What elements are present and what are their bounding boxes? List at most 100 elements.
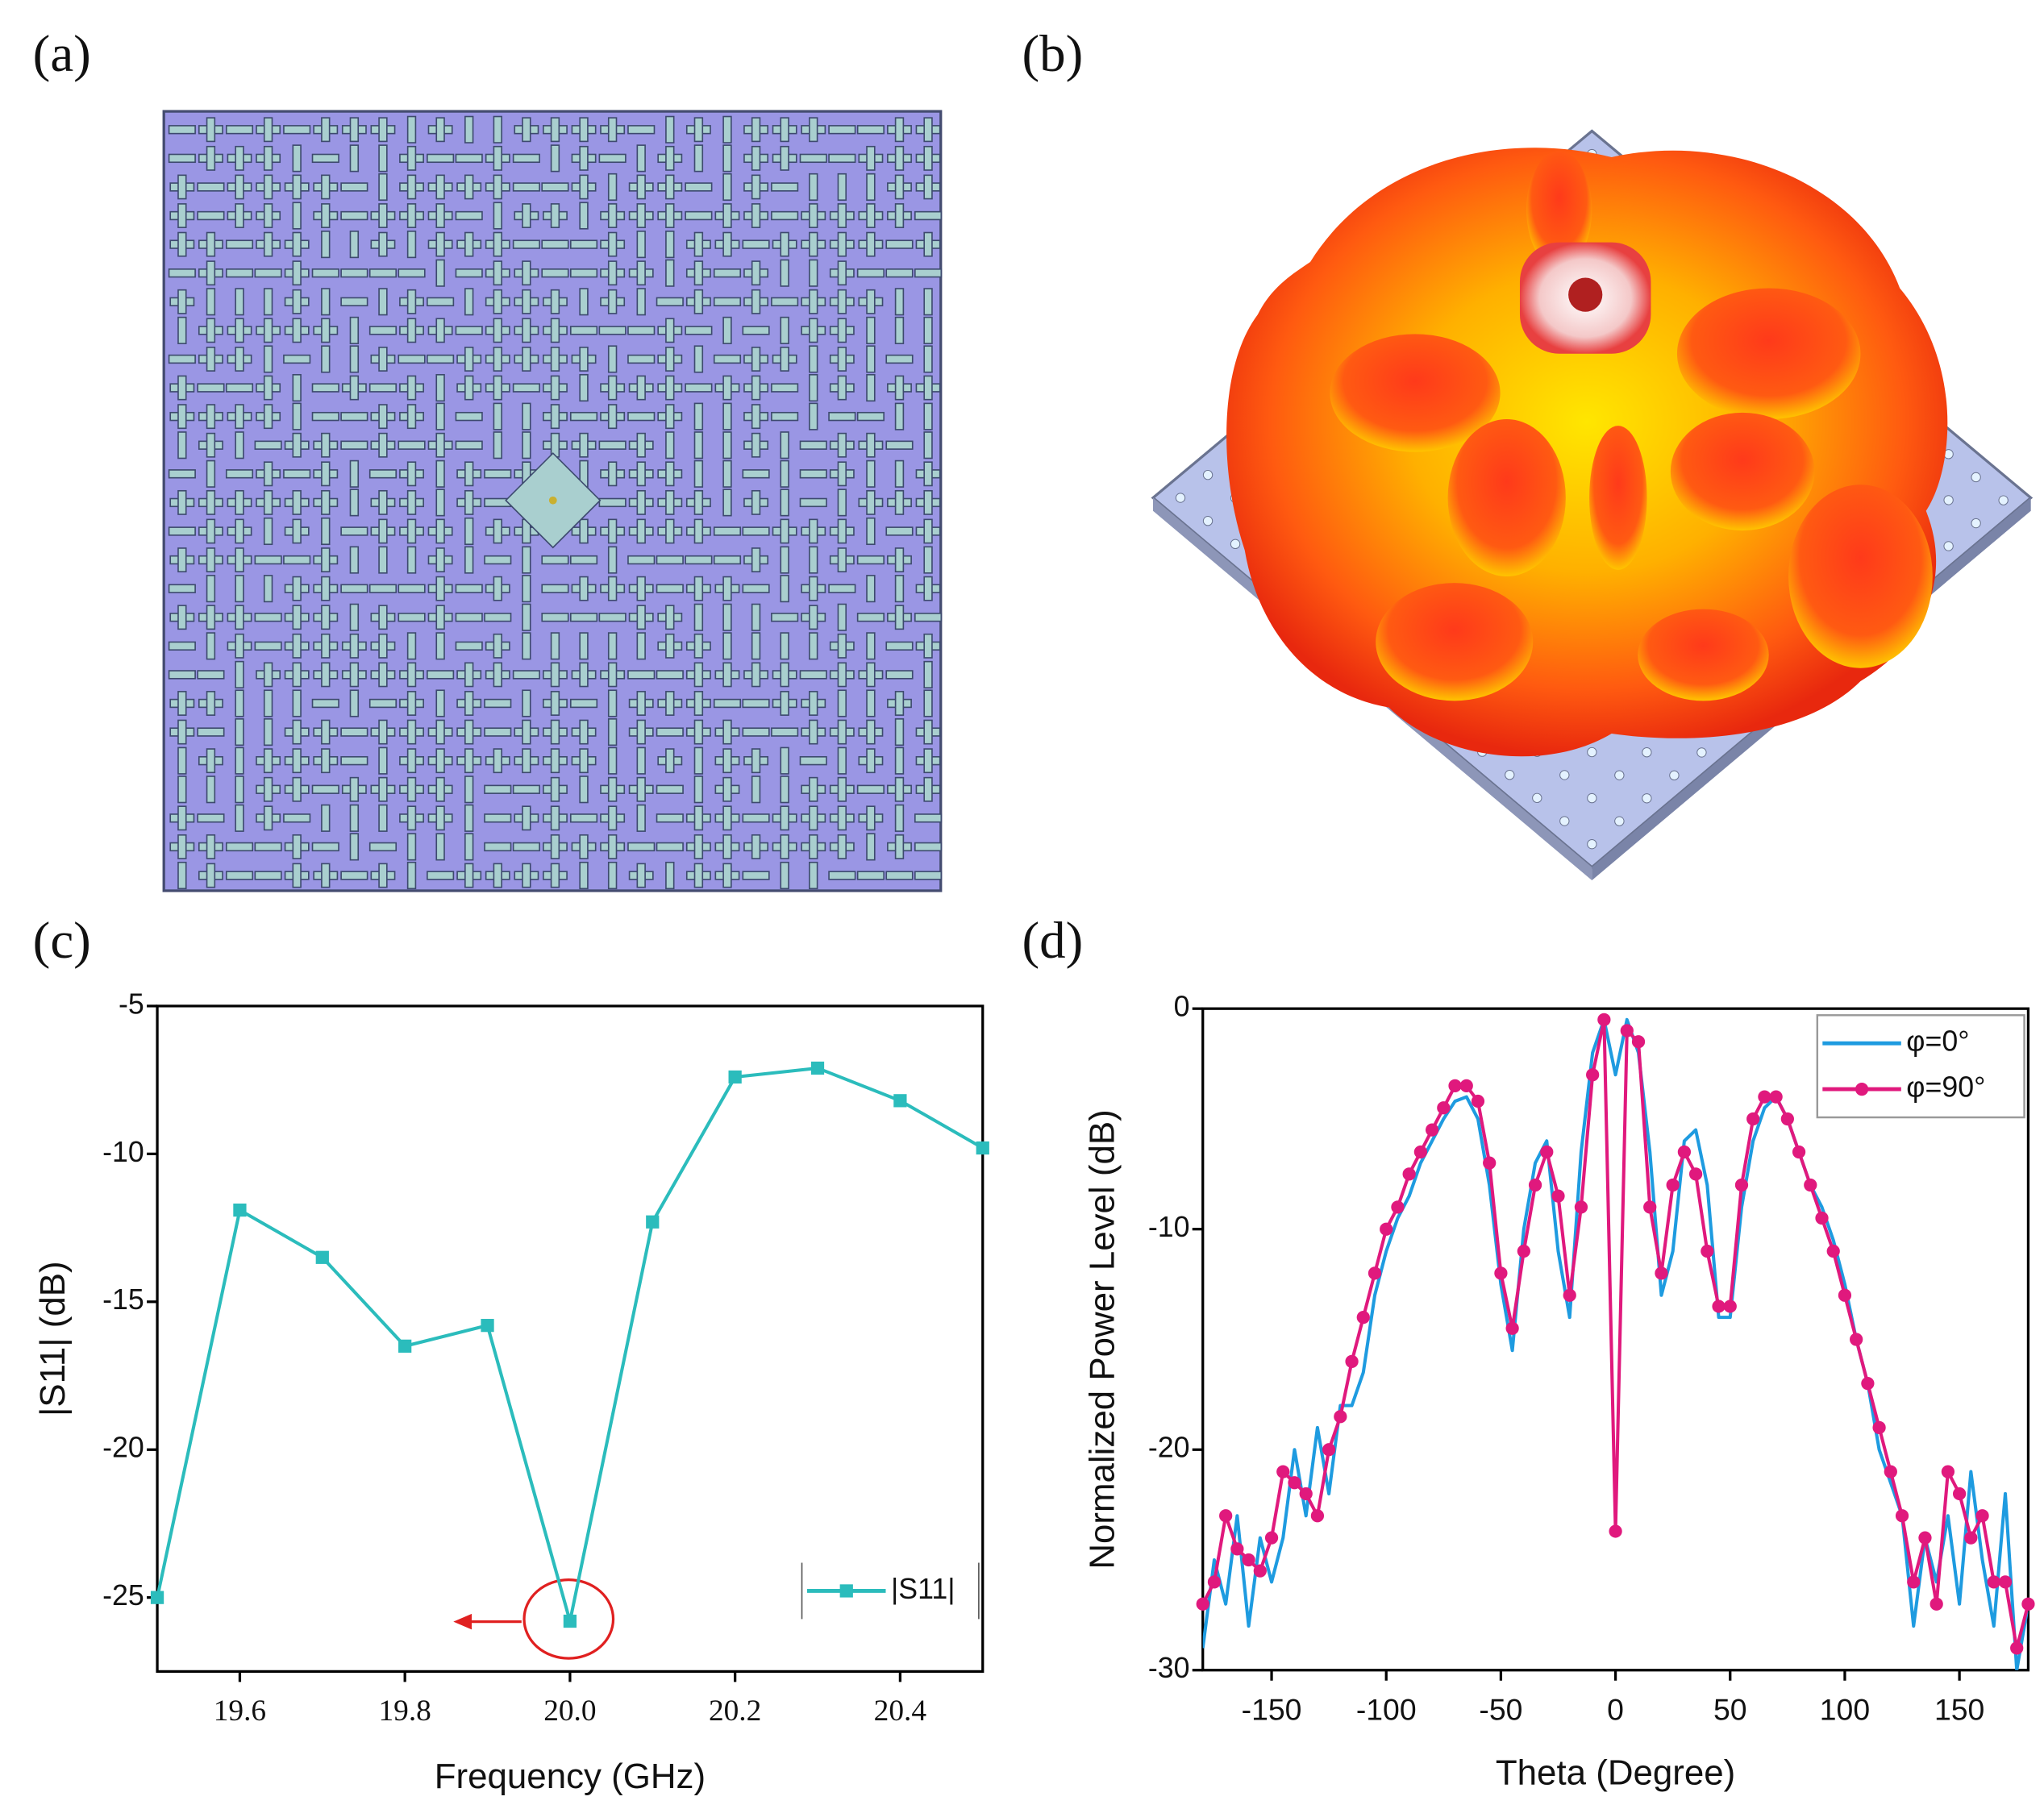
x-tick-label: 19.6 <box>214 1695 266 1728</box>
cell <box>607 746 618 775</box>
cell <box>254 268 282 278</box>
point <box>1380 1222 1393 1236</box>
point <box>1850 1333 1863 1346</box>
cell <box>493 863 502 888</box>
cell <box>866 833 876 861</box>
cell <box>378 288 388 316</box>
cell <box>378 489 388 515</box>
cell <box>206 432 216 458</box>
cell <box>406 632 417 660</box>
cell <box>550 144 560 173</box>
lobe <box>1676 288 1861 419</box>
cell <box>321 461 331 487</box>
cell <box>206 489 216 515</box>
cell <box>484 555 512 565</box>
y-tick-label: -10 <box>102 1136 144 1168</box>
point <box>1276 1465 1290 1478</box>
cell <box>321 633 331 659</box>
cell <box>722 805 732 831</box>
point <box>1930 1597 1943 1611</box>
cell <box>809 231 818 257</box>
cell <box>693 603 704 631</box>
cell <box>627 326 656 335</box>
cell <box>751 174 761 200</box>
cell <box>398 354 426 364</box>
point <box>1861 1377 1875 1391</box>
cell <box>493 347 502 372</box>
cell <box>340 584 368 593</box>
cell <box>225 125 254 135</box>
cell <box>349 316 360 344</box>
cell <box>923 748 933 774</box>
cell <box>837 289 847 314</box>
cell <box>923 117 933 143</box>
cell <box>923 461 933 487</box>
cell <box>235 575 244 603</box>
cell <box>780 259 789 287</box>
cell <box>283 469 311 479</box>
cell <box>177 404 187 430</box>
cell <box>923 689 933 717</box>
cell <box>751 375 761 401</box>
cell <box>607 231 618 257</box>
cell <box>607 173 618 202</box>
point <box>233 1203 247 1217</box>
cell <box>828 871 856 880</box>
cell <box>321 489 331 515</box>
cell <box>923 231 933 257</box>
cell <box>914 813 943 823</box>
cell <box>722 115 732 143</box>
cell <box>340 440 368 450</box>
cell <box>722 776 732 802</box>
cell <box>406 861 417 890</box>
cell <box>263 575 273 603</box>
cell <box>771 210 799 221</box>
cell <box>177 316 187 344</box>
cell <box>569 268 598 278</box>
cell <box>406 518 417 544</box>
cell <box>607 546 618 574</box>
cell <box>435 632 445 660</box>
legend-label: |S11| <box>891 1573 955 1605</box>
cell <box>427 354 455 364</box>
cell <box>923 719 933 745</box>
cell <box>598 326 627 335</box>
cell <box>340 871 368 880</box>
point <box>1677 1145 1692 1159</box>
cell <box>292 402 302 430</box>
cell <box>579 719 589 745</box>
cell <box>484 698 512 709</box>
cell <box>455 584 483 593</box>
cell <box>206 748 216 774</box>
cell <box>866 345 876 373</box>
cell <box>569 239 598 249</box>
cell <box>263 375 273 401</box>
cell <box>292 289 302 314</box>
cell <box>435 805 445 831</box>
cell <box>856 555 885 565</box>
cell <box>263 689 273 717</box>
x-tick-label: -100 <box>1356 1693 1417 1727</box>
cell <box>235 518 244 544</box>
cell <box>569 613 598 622</box>
cell <box>177 431 187 460</box>
cell <box>168 125 196 135</box>
cell <box>751 547 761 573</box>
cell <box>894 117 905 143</box>
cell <box>607 260 618 286</box>
point <box>1219 1509 1233 1523</box>
cell <box>607 689 618 717</box>
cell <box>398 613 426 622</box>
cell <box>569 698 598 709</box>
cell <box>378 804 388 832</box>
cell <box>464 115 474 143</box>
cell <box>579 432 589 458</box>
cell <box>722 231 732 257</box>
cell <box>406 203 417 228</box>
point <box>1368 1266 1382 1280</box>
cell <box>349 804 360 832</box>
cell <box>636 576 646 601</box>
cell <box>579 576 589 601</box>
cell <box>751 260 761 286</box>
cell <box>368 383 398 393</box>
